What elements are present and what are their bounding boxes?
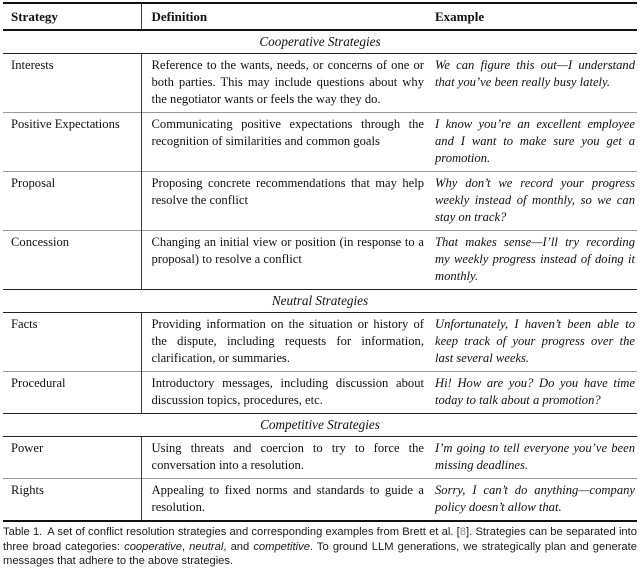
- table-row-procedural: Procedural Introductory messages, includ…: [3, 371, 637, 414]
- citation-bracket-open: [: [456, 526, 460, 538]
- caption-text-1: A set of conflict resolution strategies …: [47, 526, 457, 538]
- strategy-cell: Positive Expectations: [3, 112, 141, 172]
- strategy-cell: Procedural: [3, 371, 141, 414]
- caption-term-cooperative: cooperative: [124, 540, 182, 553]
- definition-cell: Proposing concrete recommendations that …: [140, 171, 433, 231]
- caption-term-competitive: competitive: [253, 540, 310, 553]
- example-cell: I know you’re an excellent employee and …: [433, 112, 637, 172]
- definition-cell: Appealing to fixed norms and standards t…: [140, 478, 433, 521]
- strategy-cell: Proposal: [3, 171, 141, 231]
- example-cell: That makes sense—I’ll try recording my w…: [433, 230, 637, 290]
- table-row-concession: Concession Changing an initial view or p…: [3, 230, 637, 290]
- citation-link-8[interactable]: 8: [459, 526, 467, 538]
- section-header-neutral-strategies: Neutral Strategies: [3, 289, 637, 313]
- definition-cell: Changing an initial view or position (in…: [140, 230, 433, 290]
- example-cell: Unfortunately, I haven’t been able to ke…: [433, 312, 637, 372]
- example-cell: We can figure this out—I understand that…: [433, 53, 637, 113]
- table-row-proposal: Proposal Proposing concrete recommendati…: [3, 171, 637, 231]
- citation-bracket-close: ]: [466, 526, 470, 538]
- definition-cell: Reference to the wants, needs, or concer…: [140, 53, 433, 113]
- definition-cell: Using threats and coercion to try to for…: [140, 436, 433, 479]
- table-row-power: Power Using threats and coercion to try …: [3, 436, 637, 479]
- example-cell: I’m going to tell everyone you’ve been m…: [433, 436, 637, 479]
- section-header-cooperative-strategies: Cooperative Strategies: [3, 29, 637, 54]
- section-title: Competitive Strategies: [3, 413, 637, 437]
- caption-sep-1: ,: [181, 540, 190, 553]
- header-example: Example: [433, 3, 637, 31]
- section-title: Cooperative Strategies: [3, 29, 637, 54]
- example-cell: Hi! How are you? Do you have time today …: [433, 371, 637, 414]
- example-cell: Why don’t we record your progress weekly…: [433, 171, 637, 231]
- strategy-cell: Concession: [3, 230, 141, 290]
- definition-cell: Communicating positive expectations thro…: [140, 112, 433, 172]
- strategy-cell: Facts: [3, 312, 141, 372]
- definition-cell: Providing information on the situation o…: [140, 312, 433, 372]
- header-definition: Definition: [140, 3, 433, 31]
- example-cell: Sorry, I can’t do anything—company polic…: [433, 478, 637, 521]
- table-header-row: Strategy Definition Example: [3, 3, 637, 31]
- strategies-table: Strategy Definition Example Cooperative …: [3, 2, 637, 522]
- definition-cell: Introductory messages, including discuss…: [140, 371, 433, 414]
- header-strategy: Strategy: [3, 3, 141, 31]
- table-caption: Table 1. A set of conflict resolution str…: [3, 525, 637, 569]
- strategy-cell: Power: [3, 436, 141, 479]
- caption-sep-2: , and: [223, 540, 254, 553]
- caption-term-neutral: neutral: [189, 540, 224, 553]
- table-row-positive-expectations: Positive Expectations Communicating posi…: [3, 112, 637, 172]
- section-title: Neutral Strategies: [3, 289, 637, 313]
- strategy-cell: Interests: [3, 53, 141, 113]
- table-row-rights: Rights Appealing to fixed norms and stan…: [3, 478, 637, 521]
- caption-label: Table 1.: [3, 526, 43, 538]
- table-row-interests: Interests Reference to the wants, needs,…: [3, 53, 637, 113]
- strategy-cell: Rights: [3, 478, 141, 521]
- table-row-facts: Facts Providing information on the situa…: [3, 312, 637, 372]
- section-header-competitive-strategies: Competitive Strategies: [3, 413, 637, 437]
